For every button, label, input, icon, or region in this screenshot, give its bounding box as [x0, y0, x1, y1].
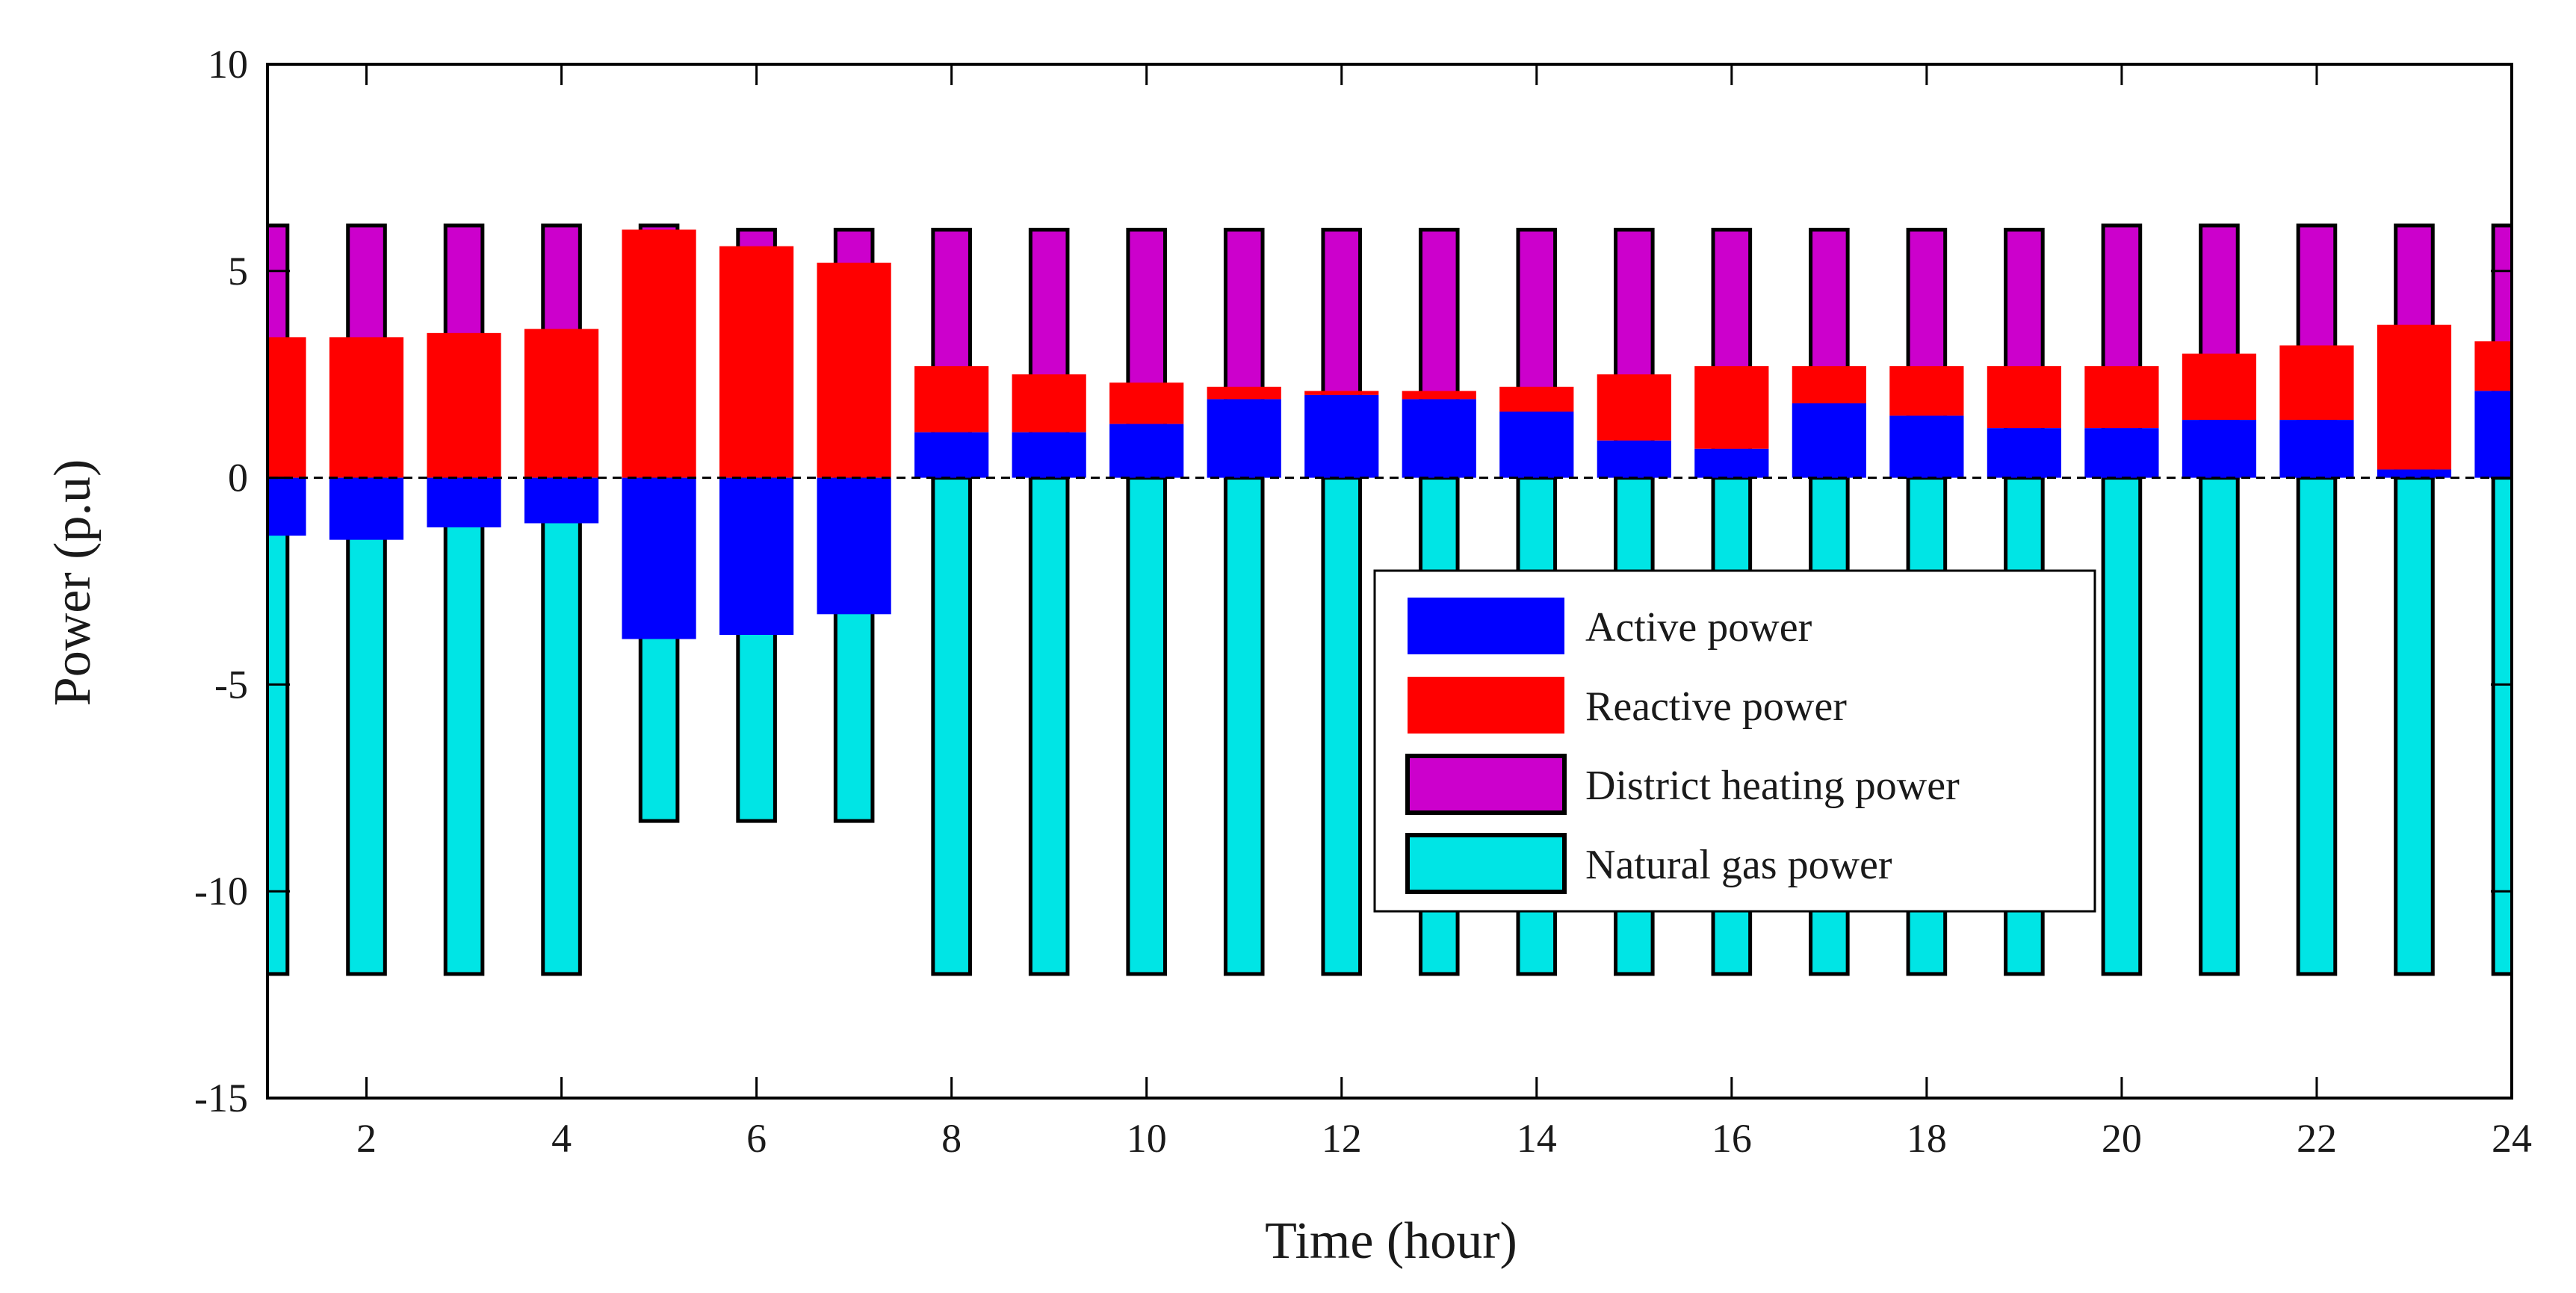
y-tick-label-0: 0: [228, 456, 248, 500]
y-tick-label--15: -15: [194, 1076, 248, 1120]
gas-bar-h3: [443, 476, 485, 976]
gas-bar-h4: [541, 476, 582, 976]
reactive-bar-h17: [1792, 366, 1866, 403]
x-tick-label-16: 16: [1712, 1116, 1752, 1161]
active-bar-h15: [1597, 440, 1671, 478]
y-axis-title: Power (p.u): [44, 459, 102, 706]
reactive-bar-h20: [2084, 366, 2159, 429]
x-tick-label-18: 18: [1907, 1116, 1947, 1161]
active-bar-h7: [817, 477, 891, 615]
active-bar-h18: [1889, 415, 1964, 478]
reactive-bar-h19: [1987, 366, 2061, 429]
active-bar-h2: [329, 477, 404, 540]
active-bar-h19: [1987, 428, 2061, 478]
gas-bar-h12: [1321, 476, 1363, 976]
active-bar-h21: [2182, 420, 2257, 478]
reactive-bar-h5: [622, 229, 696, 478]
active-bar-h14: [1499, 412, 1574, 478]
gas-bar-h20: [2101, 476, 2143, 976]
gas-bar-h2: [346, 476, 387, 976]
legend-swatch-active: [1408, 598, 1564, 654]
y-tick-label--5: -5: [214, 662, 248, 707]
gas-bar-h10: [1126, 476, 1167, 976]
legend-swatch-heating: [1405, 754, 1567, 815]
reactive-bar-h4: [524, 329, 599, 478]
active-bar-h6: [719, 477, 794, 635]
reactive-bar-h13: [1402, 391, 1476, 400]
x-tick-label-12: 12: [1322, 1116, 1362, 1161]
reactive-bar-h2: [329, 337, 404, 478]
x-tick-label-2: 2: [356, 1116, 377, 1161]
x-tick-label-24: 24: [2492, 1116, 2532, 1161]
active-bar-h23: [2377, 469, 2452, 478]
x-axis: 2 4 6 8 10 12 14 16 18 20 22 24: [356, 64, 2532, 1161]
reactive-bar-h15: [1597, 374, 1671, 441]
legend-label-heating: District heating power: [1585, 763, 1960, 809]
reactive-bar-h6: [719, 246, 794, 478]
legend-swatch-reactive: [1408, 677, 1564, 734]
active-bar-h9: [1012, 432, 1086, 478]
x-tick-label-8: 8: [941, 1116, 962, 1161]
legend: Active power Reactive power District heati…: [1373, 569, 2096, 913]
reactive-bar-h21: [2182, 353, 2257, 421]
active-bar-h16: [1694, 448, 1769, 478]
y-axis: -15 -10 -5 0 5 10: [194, 42, 2512, 1120]
x-axis-title: Time (hour): [1265, 1212, 1517, 1270]
x-tick-label-10: 10: [1127, 1116, 1167, 1161]
reactive-bar-h11: [1207, 386, 1281, 400]
y-tick-label-5: 5: [228, 249, 248, 294]
reactive-bar-h10: [1109, 382, 1184, 424]
legend-swatch-gas: [1405, 833, 1567, 894]
x-tick-label-4: 4: [551, 1116, 572, 1161]
gas-bar-h9: [1028, 476, 1070, 976]
legend-label-active: Active power: [1585, 604, 1812, 651]
y-tick-label--10: -10: [194, 869, 248, 914]
reactive-bar-h23: [2377, 324, 2452, 470]
active-bar-h24: [2474, 391, 2512, 478]
gas-bar-h22: [2296, 476, 2338, 976]
reactive-bar-h24: [2474, 341, 2512, 391]
legend-label-reactive: Reactive power: [1585, 683, 1847, 730]
gas-bar-h11: [1223, 476, 1265, 976]
x-tick-label-22: 22: [2297, 1116, 2337, 1161]
x-tick-label-20: 20: [2102, 1116, 2142, 1161]
active-bar-h8: [914, 432, 989, 478]
plot-frame: [266, 63, 2513, 1100]
x-tick-label-6: 6: [746, 1116, 767, 1161]
active-bar-h22: [2279, 420, 2354, 478]
reactive-bar-h14: [1499, 386, 1574, 412]
reactive-bar-h18: [1889, 366, 1964, 416]
y-tick-label-10: 10: [208, 42, 248, 87]
active-bar-h20: [2084, 428, 2159, 478]
gas-bar-h8: [931, 476, 972, 976]
gas-bar-h21: [2199, 476, 2240, 976]
reactive-bar-h12: [1304, 391, 1379, 395]
active-bar-h12: [1304, 394, 1379, 478]
reactive-bar-h16: [1694, 366, 1769, 449]
reactive-bar-h22: [2279, 345, 2354, 421]
reactive-bar-h8: [914, 366, 989, 432]
reactive-bar-h7: [817, 262, 891, 478]
active-bar-h11: [1207, 399, 1281, 478]
active-bar-h5: [622, 477, 696, 639]
active-bar-h1: [269, 477, 306, 536]
active-bar-h17: [1792, 403, 1866, 478]
gas-bar-h23: [2394, 476, 2435, 976]
active-bar-h4: [524, 477, 599, 524]
x-tick-label-14: 14: [1517, 1116, 1557, 1161]
active-bar-h13: [1402, 399, 1476, 478]
active-bar-h3: [427, 477, 501, 528]
active-bar-h10: [1109, 424, 1184, 478]
reactive-bar-h1: [269, 337, 306, 478]
reactive-bar-h9: [1012, 374, 1086, 432]
reactive-bar-h3: [427, 332, 501, 478]
legend-label-gas: Natural gas power: [1585, 842, 1892, 888]
